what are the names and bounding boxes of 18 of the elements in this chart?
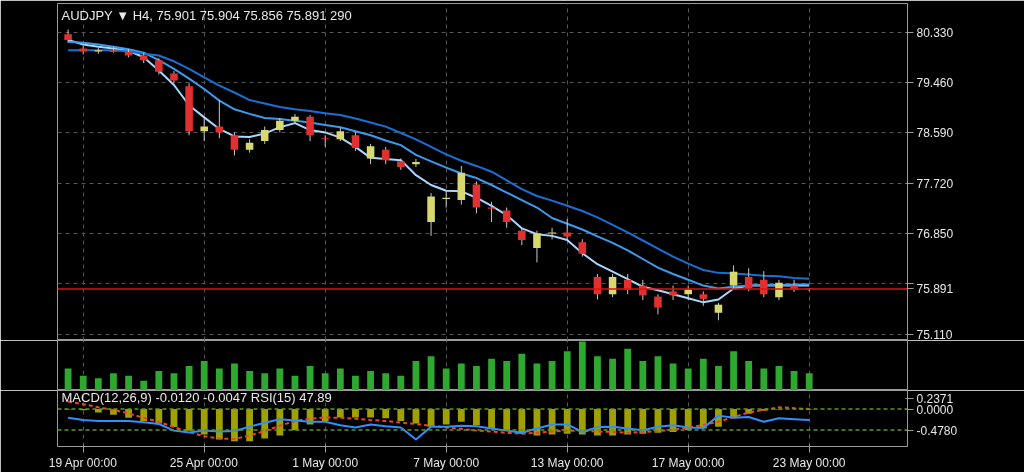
chart-title: MACD(12,26,9) -0.0120 -0.0047 RSI(15) 47.89 xyxy=(61,389,332,405)
y-tick-label: 80.330 xyxy=(916,25,954,40)
x-tick-label: 17 May 00:00 xyxy=(651,455,725,470)
y-tick-label: 76.850 xyxy=(916,227,954,242)
y-tick-label: 77.720 xyxy=(916,176,954,191)
x-tick-label: 7 May 00:00 xyxy=(413,455,480,470)
ref-line-label: 75.891 xyxy=(916,282,954,297)
x-tick-label: 19 Apr 00:00 xyxy=(48,455,118,470)
x-tick-label: 13 May 00:00 xyxy=(530,455,604,470)
x-tick-label: 23 May 00:00 xyxy=(772,455,846,470)
y-tick-label: 75.110 xyxy=(916,327,953,342)
x-tick-label: 1 May 00:00 xyxy=(292,455,359,470)
y-tick-label: 0.0000 xyxy=(916,402,954,417)
chart-title: AUDJPY ▼ H4, 75.901 75.904 75.856 75.891 290 xyxy=(61,7,352,23)
y-tick-label: 79.460 xyxy=(916,76,954,91)
x-tick-label: 25 Apr 00:00 xyxy=(169,455,239,470)
y-tick-label: -0.4780 xyxy=(916,423,958,438)
y-tick-label: 78.590 xyxy=(916,126,954,141)
